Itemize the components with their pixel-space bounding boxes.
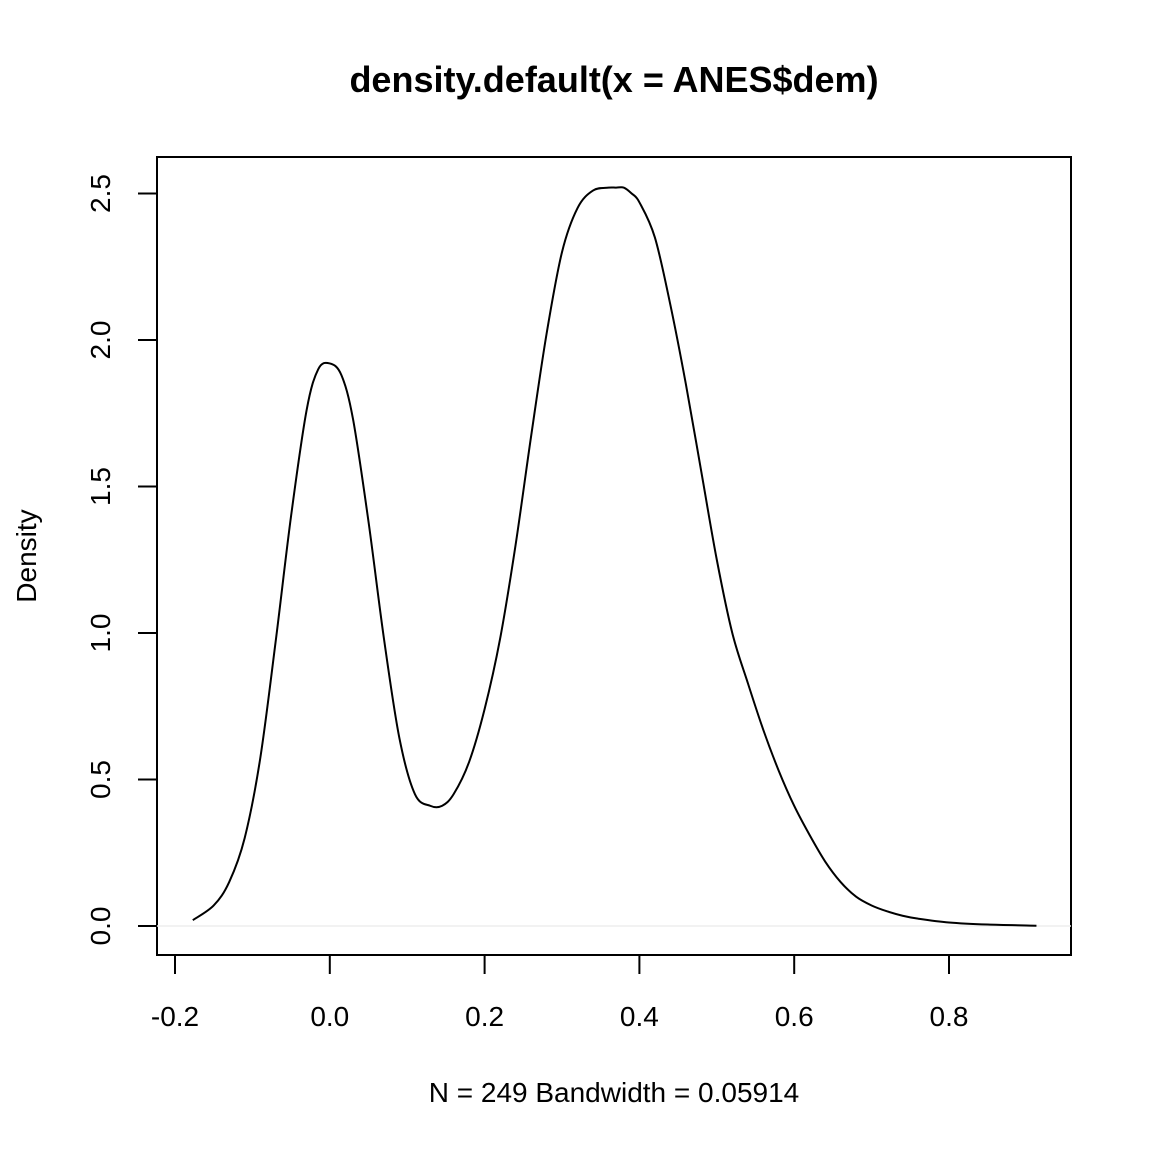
y-tick-label: 0.0 xyxy=(85,907,116,946)
x-tick-label: 0.2 xyxy=(465,1001,504,1032)
y-axis-label: Density xyxy=(11,509,42,602)
plot-frame xyxy=(156,156,1072,956)
y-tick-label: 2.0 xyxy=(85,321,116,360)
y-tick-label: 0.5 xyxy=(85,760,116,799)
x-tick-label: 0.4 xyxy=(620,1001,659,1032)
density-curve xyxy=(192,186,1037,927)
y-tick-label: 1.0 xyxy=(85,614,116,653)
chart-title: density.default(x = ANES$dem) xyxy=(349,59,878,100)
x-tick-label: 0.6 xyxy=(775,1001,814,1032)
x-axis: -0.2 0.0 0.2 0.4 0.6 0.8 xyxy=(151,954,969,1032)
x-axis-label: N = 249 Bandwidth = 0.05914 xyxy=(429,1077,800,1108)
x-tick-label: 0.0 xyxy=(310,1001,349,1032)
y-axis: 0.0 0.5 1.0 1.5 2.0 2.5 xyxy=(85,174,158,946)
y-tick-label: 2.5 xyxy=(85,174,116,213)
y-tick-label: 1.5 xyxy=(85,467,116,506)
x-tick-label: 0.8 xyxy=(930,1001,969,1032)
x-tick-label: -0.2 xyxy=(151,1001,199,1032)
